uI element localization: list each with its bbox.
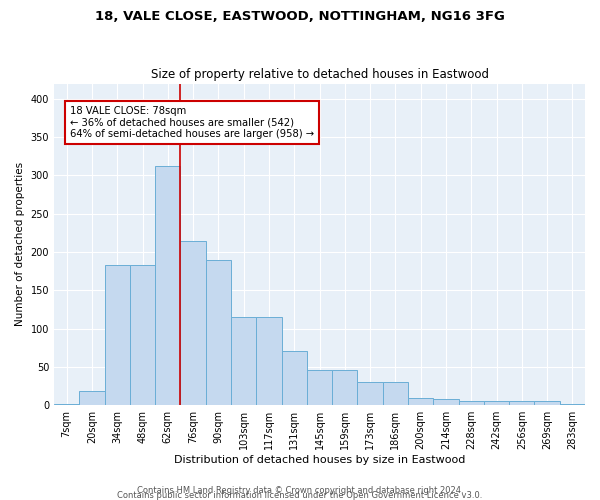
Text: 18 VALE CLOSE: 78sqm
← 36% of detached houses are smaller (542)
64% of semi-deta: 18 VALE CLOSE: 78sqm ← 36% of detached h… bbox=[70, 106, 314, 140]
Text: 18, VALE CLOSE, EASTWOOD, NOTTINGHAM, NG16 3FG: 18, VALE CLOSE, EASTWOOD, NOTTINGHAM, NG… bbox=[95, 10, 505, 23]
Bar bbox=[408, 398, 433, 405]
Bar bbox=[458, 402, 484, 405]
Bar bbox=[130, 265, 155, 405]
Bar bbox=[509, 402, 535, 405]
Bar bbox=[231, 317, 256, 405]
Bar bbox=[307, 370, 332, 405]
Bar bbox=[484, 402, 509, 405]
Bar bbox=[54, 404, 79, 405]
Text: Contains HM Land Registry data © Crown copyright and database right 2024.: Contains HM Land Registry data © Crown c… bbox=[137, 486, 463, 495]
Bar bbox=[79, 392, 104, 405]
Bar bbox=[256, 317, 281, 405]
Bar bbox=[181, 240, 206, 405]
Bar bbox=[383, 382, 408, 405]
Bar bbox=[104, 265, 130, 405]
Bar bbox=[535, 402, 560, 405]
Bar bbox=[155, 166, 181, 405]
Bar bbox=[332, 370, 358, 405]
Bar bbox=[281, 351, 307, 405]
Text: Contains public sector information licensed under the Open Government Licence v3: Contains public sector information licen… bbox=[118, 491, 482, 500]
Bar bbox=[433, 399, 458, 405]
Bar bbox=[206, 260, 231, 405]
X-axis label: Distribution of detached houses by size in Eastwood: Distribution of detached houses by size … bbox=[174, 455, 465, 465]
Title: Size of property relative to detached houses in Eastwood: Size of property relative to detached ho… bbox=[151, 68, 488, 81]
Bar bbox=[560, 404, 585, 405]
Bar bbox=[358, 382, 383, 405]
Y-axis label: Number of detached properties: Number of detached properties bbox=[15, 162, 25, 326]
